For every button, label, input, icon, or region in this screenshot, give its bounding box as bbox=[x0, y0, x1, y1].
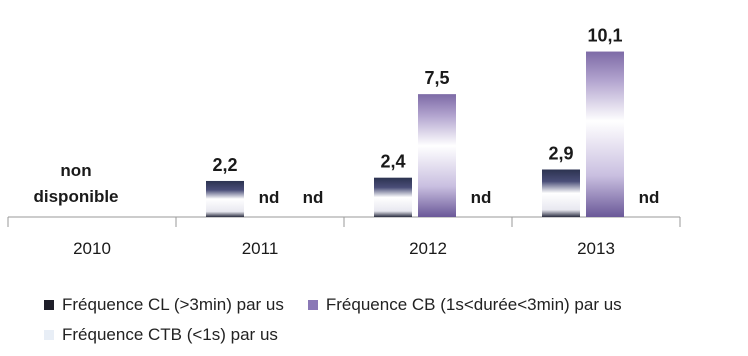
x-tick-label-2012: 2012 bbox=[409, 239, 447, 258]
bar-1-2012 bbox=[418, 94, 456, 217]
x-tick-label-2010: 2010 bbox=[73, 239, 111, 258]
nd-label-2-2012: nd bbox=[471, 188, 492, 207]
legend-label-cl: Fréquence CL (>3min) par us bbox=[62, 295, 284, 314]
data-label-0-2011: 2,2 bbox=[212, 155, 237, 175]
legend-label-ctb: Fréquence CTB (<1s) par us bbox=[62, 325, 278, 344]
legend-item-cb: Fréquence CB (1s<durée<3min) par us bbox=[307, 295, 622, 315]
bar-0-2012 bbox=[374, 177, 412, 217]
x-tick-label-2013: 2013 bbox=[577, 239, 615, 258]
legend-item-cl: Fréquence CL (>3min) par us bbox=[44, 295, 284, 315]
data-label-1-2012: 7,5 bbox=[424, 68, 449, 88]
nd-label-2-2013: nd bbox=[639, 188, 660, 207]
bars-layer bbox=[206, 51, 624, 217]
x-tick-label-2011: 2011 bbox=[242, 239, 279, 258]
annotation-line1: non bbox=[60, 161, 91, 180]
legend-row-2: Fréquence CTB (<1s) par us bbox=[44, 320, 744, 350]
bar-0-2011 bbox=[206, 180, 244, 217]
legend-label-cb: Fréquence CB (1s<durée<3min) par us bbox=[325, 295, 622, 314]
nd-label-2-2011: nd bbox=[303, 188, 324, 207]
legend-row-1: Fréquence CL (>3min) par us Fréquence CB… bbox=[44, 290, 744, 320]
data-label-1-2013: 10,1 bbox=[587, 26, 622, 46]
axis-layer: 2010 2011 2012 2013 bbox=[7, 216, 681, 258]
bar-1-2013 bbox=[586, 51, 624, 217]
legend-swatch-ctb bbox=[44, 330, 54, 340]
bar-0-2013 bbox=[542, 169, 580, 217]
legend-item-ctb: Fréquence CTB (<1s) par us bbox=[44, 325, 278, 345]
annotation-line2: disponible bbox=[34, 187, 119, 206]
nd-label-1-2011: nd bbox=[259, 188, 280, 207]
legend-swatch-cl bbox=[44, 300, 54, 310]
legend: Fréquence CL (>3min) par us Fréquence CB… bbox=[44, 290, 744, 350]
data-label-0-2012: 2,4 bbox=[380, 152, 405, 172]
legend-swatch-cb bbox=[307, 300, 318, 310]
data-label-0-2013: 2,9 bbox=[548, 143, 573, 163]
labels-layer: 2,2 2,4 2,9 nd 7,5 10,1 nd nd nd bbox=[212, 26, 659, 207]
